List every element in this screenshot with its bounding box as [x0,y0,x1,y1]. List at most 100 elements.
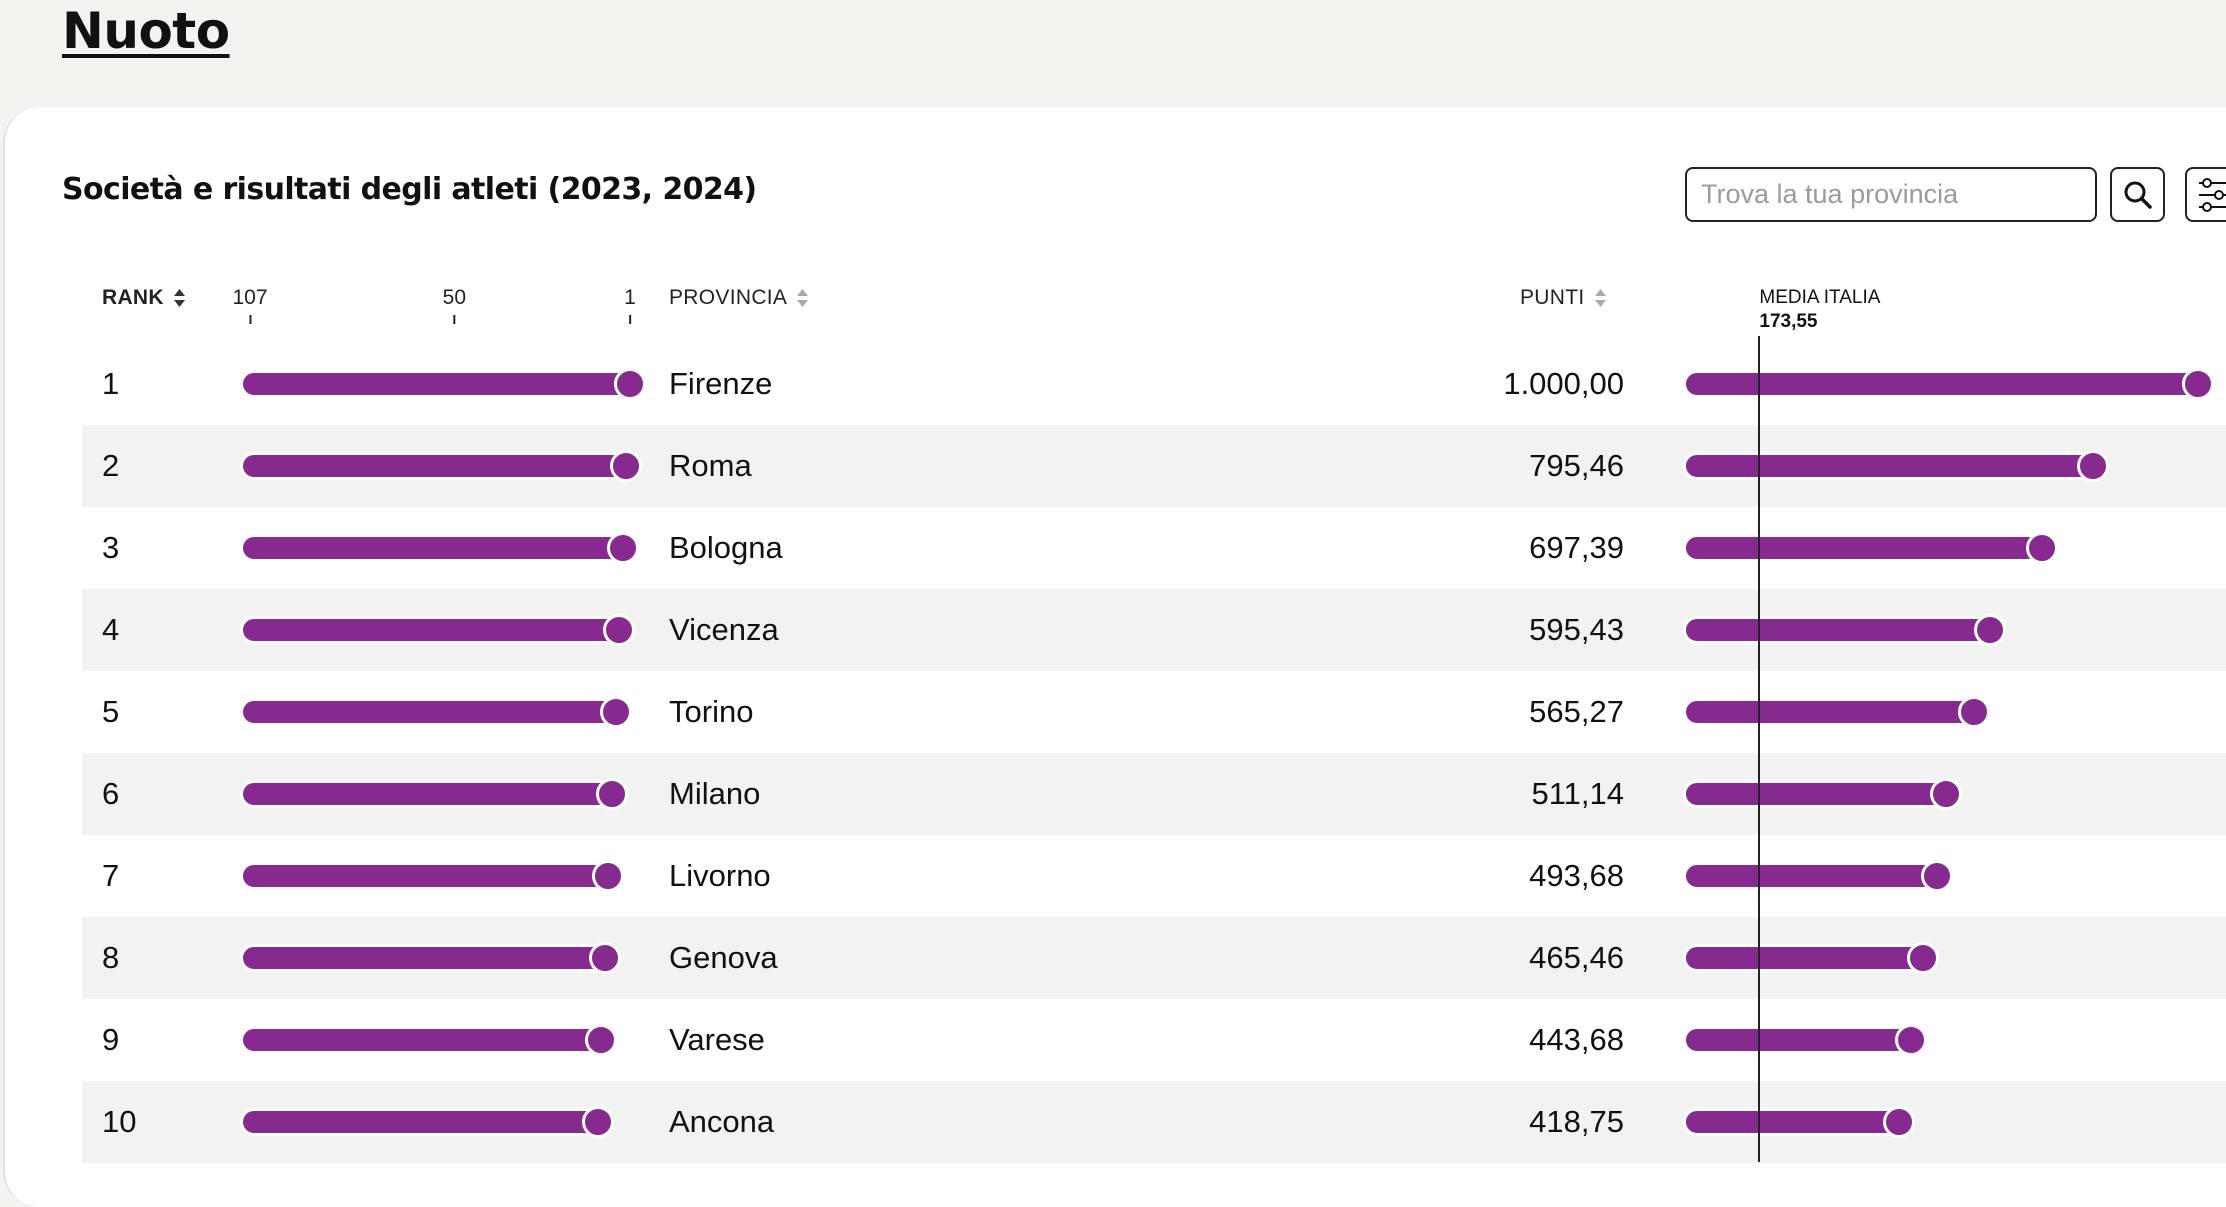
punti-cell: 595,43 [1529,612,1624,647]
points-bar [1683,698,1979,726]
points-dot [1895,1024,1928,1056]
page-title[interactable]: Nuoto [62,2,230,60]
sort-icon [173,289,185,307]
rank-bar-track [240,942,640,974]
provincia-column-header[interactable]: PROVINCIA [669,286,809,310]
rank-scale-tick-mark [629,315,631,324]
points-bar [1683,452,2097,480]
sort-icon [1594,289,1606,307]
provincia-cell[interactable]: Livorno [669,858,771,893]
points-dot [1882,1106,1915,1138]
provincia-cell[interactable]: Firenze [669,366,773,401]
points-dot [1906,942,1939,974]
rank-bar-track [240,532,640,564]
rank-bar [240,1108,602,1136]
points-bar [1683,944,1927,972]
provincia-cell[interactable]: Genova [669,940,778,975]
rank-dot [596,778,629,810]
provincia-cell[interactable]: Roma [669,448,752,483]
rank-scale-tick-label: 50 [442,286,467,309]
points-bar [1683,534,2047,562]
rank-bar-track [240,696,640,728]
rank-cell: 10 [102,1104,137,1139]
punti-cell: 565,27 [1529,694,1624,729]
card-title: Società e risultati degli atleti (2023, … [62,172,757,207]
rank-dot [606,532,639,564]
points-dot [2182,368,2214,400]
punti-cell: 511,14 [1531,776,1624,811]
rank-bar [240,616,624,644]
provincia-cell[interactable]: Vicenza [669,612,779,647]
provincia-cell[interactable]: Torino [669,694,754,729]
rank-dot [610,450,643,482]
points-bar-track [1683,450,2218,482]
provincia-cell[interactable]: Milano [669,776,761,811]
rank-bar [240,370,634,398]
sliders-icon [2199,177,2226,212]
rank-cell: 6 [102,776,120,811]
punti-cell: 443,68 [1529,1022,1624,1057]
rank-cell: 7 [102,858,120,893]
punti-cell: 465,46 [1529,940,1624,975]
table-row[interactable]: 2 Roma 795,46 [82,425,2226,507]
rank-dot [581,1106,614,1138]
search-icon [2124,181,2152,209]
points-bar-track [1683,942,2218,974]
points-dot [1973,614,2006,646]
points-bar [1683,1026,1916,1054]
rank-cell: 2 [102,448,120,483]
sort-icon [797,289,809,307]
provincia-cell[interactable]: Varese [669,1022,765,1057]
points-bar-track [1683,696,2218,728]
provincia-cell[interactable]: Ancona [669,1104,775,1139]
italy-average-label: MEDIA ITALIA 173,55 [1759,286,1880,334]
rank-bar-track [240,1024,640,1056]
rank-bar-track [240,614,640,646]
rank-scale-axis: 107 50 1 [232,286,636,326]
ranking-table: 1 Firenze 1.000,00 2 Roma 795,46 3 Bologna 697,3… [82,343,2226,1163]
rank-scale-tick-mark [248,315,251,324]
rank-bar-track [240,860,640,892]
rank-bar-track [240,368,646,400]
rank-bar-track [240,1106,640,1138]
rank-dot [614,368,646,400]
rank-bar-track [240,450,643,482]
points-bar [1683,862,1942,890]
points-dot [1930,778,1963,810]
rank-cell: 3 [102,530,120,565]
provincia-header-label: PROVINCIA [669,286,788,309]
rank-bar [240,534,627,562]
rank-bar [240,698,620,726]
province-search-input[interactable] [1685,167,2097,222]
table-row[interactable]: 9 Varese 443,68 [82,999,2226,1081]
rank-dot [603,614,636,646]
rank-scale-tick: 50 [443,286,466,324]
filter-button[interactable] [2185,167,2226,222]
table-row[interactable]: 7 Livorno 493,68 [82,835,2226,917]
punti-cell: 697,39 [1529,530,1624,565]
table-row[interactable]: 8 Genova 465,46 [82,917,2226,999]
table-row[interactable]: 3 Bologna 697,39 [82,507,2226,589]
punti-column-header[interactable]: PUNTI [1520,286,1607,310]
rank-bar [240,944,609,972]
points-dot [2026,532,2059,564]
table-row[interactable]: 4 Vicenza 595,43 [82,589,2226,671]
points-bar [1683,1108,1903,1136]
table-row[interactable]: 1 Firenze 1.000,00 [82,343,2226,425]
points-bar [1683,780,1951,808]
rank-cell: 4 [102,612,120,647]
table-row[interactable]: 10 Ancona 418,75 [82,1081,2226,1163]
points-bar-track [1683,532,2218,564]
punti-cell: 493,68 [1529,858,1624,893]
search-button[interactable] [2110,167,2165,222]
points-bar-track [1683,1106,2218,1138]
table-row[interactable]: 6 Milano 511,14 [82,753,2226,835]
provincia-cell[interactable]: Bologna [669,530,783,565]
rank-bar-track [240,778,640,810]
italy-average-line [1758,336,1761,1162]
rank-bar [240,452,631,480]
points-dot [1921,860,1954,892]
rank-cell: 5 [102,694,120,729]
rank-column-header[interactable]: RANK [102,286,186,310]
table-row[interactable]: 5 Torino 565,27 [82,671,2226,753]
